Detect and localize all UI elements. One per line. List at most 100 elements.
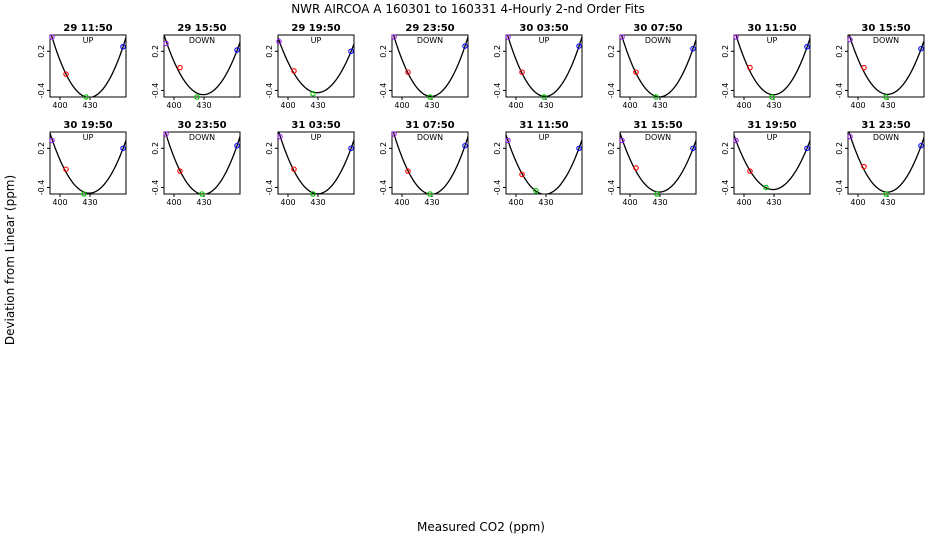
y-tick-label: 0.2	[721, 142, 730, 155]
chart-title: NWR AIRCOA A 160301 to 160331 4-Hourly 2…	[291, 2, 645, 16]
panel-direction-label: DOWN	[189, 36, 215, 45]
panel: 31 15:50 DOWN 400 430 0.2 -0.4	[607, 120, 697, 207]
data-point	[804, 145, 810, 152]
data-point	[177, 168, 183, 174]
y-tick-label: -0.4	[607, 83, 616, 99]
y-tick-label: 0.2	[721, 45, 730, 58]
panel-grid: 29 11:50 UP 400 430 0.2 -0.4 29 15:50 DOWN 400 43…	[37, 23, 925, 207]
data-point	[633, 165, 639, 171]
panel-direction-label: DOWN	[189, 133, 215, 142]
panel-direction-label: DOWN	[873, 133, 899, 142]
x-tick-label: 430	[196, 198, 211, 207]
panel-title: 29 23:50	[405, 23, 454, 34]
panel-frame	[847, 131, 925, 195]
x-tick-label: 430	[766, 101, 781, 110]
data-point	[291, 68, 297, 74]
y-tick-label: 0.2	[379, 142, 388, 155]
data-point	[49, 34, 55, 40]
panel-title: 30 07:50	[633, 23, 682, 34]
panel-title: 31 15:50	[633, 120, 682, 131]
y-tick-label: -0.4	[835, 83, 844, 99]
data-point	[861, 64, 867, 71]
data-point	[918, 45, 924, 52]
x-tick-label: 400	[280, 198, 295, 207]
fit-curve	[392, 132, 468, 194]
data-point	[63, 71, 69, 77]
data-point	[847, 36, 853, 43]
y-tick-label: -0.4	[265, 180, 274, 196]
panel-title: 30 11:50	[747, 23, 796, 34]
y-tick-label: -0.4	[379, 180, 388, 196]
panel-direction-label: UP	[311, 133, 322, 142]
data-point	[690, 45, 696, 52]
data-point	[348, 145, 354, 152]
data-point	[918, 142, 924, 149]
panel-title: 30 23:50	[177, 120, 226, 131]
panel-title: 29 19:50	[291, 23, 340, 34]
x-tick-label: 400	[166, 198, 181, 207]
data-point	[462, 142, 468, 149]
data-point	[163, 40, 169, 47]
y-tick-label: -0.4	[379, 83, 388, 99]
x-tick-label: 430	[310, 198, 325, 207]
y-tick-label: -0.4	[493, 83, 502, 99]
panel-frame	[733, 131, 811, 195]
x-tick-label: 430	[880, 101, 895, 110]
panel-frame	[733, 34, 811, 98]
panel: 31 07:50 DOWN 400 430 0.2 -0.4	[379, 120, 469, 207]
data-point	[291, 166, 297, 172]
data-point	[541, 94, 547, 100]
data-point	[653, 94, 659, 100]
panel: 30 19:50 UP 400 430 0.2 -0.4	[37, 120, 127, 207]
data-point	[177, 64, 183, 71]
data-point	[505, 137, 511, 144]
y-tick-label: -0.4	[493, 180, 502, 196]
data-point	[348, 48, 354, 55]
panel-frame	[163, 34, 241, 98]
fit-curve	[506, 35, 582, 97]
panel-direction-label: DOWN	[873, 36, 899, 45]
x-tick-label: 400	[736, 198, 751, 207]
x-tick-label: 400	[850, 198, 865, 207]
y-tick-label: 0.2	[607, 45, 616, 58]
y-tick-label: -0.4	[607, 180, 616, 196]
data-point	[391, 131, 397, 137]
panel: 30 23:50 DOWN 400 430 0.2 -0.4	[151, 120, 241, 207]
y-tick-label: 0.2	[37, 142, 46, 155]
x-tick-label: 400	[394, 101, 409, 110]
data-point	[654, 191, 660, 197]
data-point	[83, 94, 89, 100]
data-point	[276, 38, 282, 45]
data-point	[163, 131, 169, 137]
panel-direction-label: DOWN	[417, 133, 443, 142]
x-tick-label: 400	[736, 101, 751, 110]
data-point	[462, 43, 468, 49]
data-point	[883, 94, 889, 100]
data-point	[405, 168, 411, 174]
data-point	[194, 94, 200, 100]
x-tick-label: 400	[280, 101, 295, 110]
data-point	[427, 191, 433, 197]
fit-curve	[278, 37, 354, 94]
x-tick-label: 430	[196, 101, 211, 110]
y-tick-label: -0.4	[835, 180, 844, 196]
y-tick-label: 0.2	[379, 45, 388, 58]
panel-direction-label: DOWN	[645, 36, 671, 45]
data-point	[883, 191, 889, 197]
x-tick-label: 430	[538, 198, 553, 207]
data-point	[63, 166, 69, 172]
x-tick-label: 430	[880, 198, 895, 207]
panel-title: 30 15:50	[861, 23, 910, 34]
y-tick-label: -0.4	[721, 83, 730, 99]
data-point	[427, 94, 433, 100]
data-point	[533, 187, 539, 194]
x-axis-label: Measured CO2 (ppm)	[417, 520, 545, 534]
data-point	[733, 34, 739, 40]
panel-title: 31 07:50	[405, 120, 454, 131]
x-tick-label: 400	[52, 101, 67, 110]
x-tick-label: 430	[766, 198, 781, 207]
panel-title: 31 19:50	[747, 120, 796, 131]
panel-title: 29 15:50	[177, 23, 226, 34]
data-point	[391, 34, 397, 40]
panel-frame	[847, 34, 925, 98]
